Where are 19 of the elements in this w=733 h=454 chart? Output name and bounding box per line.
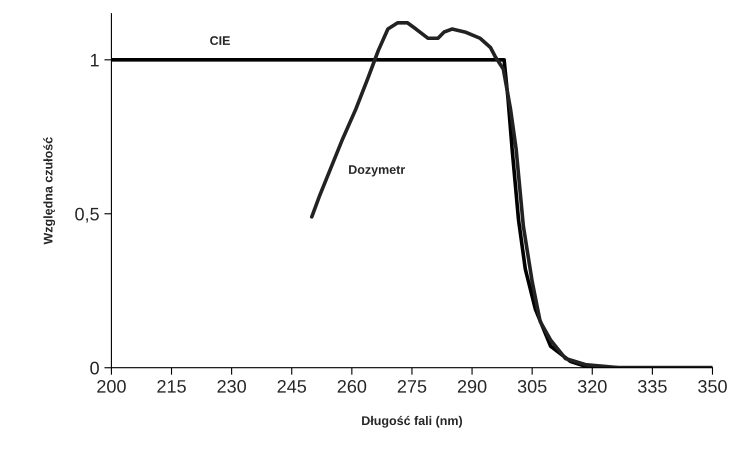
x-tick-label: 320 — [578, 380, 607, 393]
x-tick-label: 335 — [638, 380, 667, 393]
x-tick-label: 275 — [398, 380, 426, 393]
x-tick-label: 350 — [698, 380, 727, 393]
x-axis-title: Długość fali (nm) — [362, 416, 462, 428]
y-tick-label: 1 — [90, 54, 99, 66]
y-tick-label: 0 — [90, 362, 99, 374]
x-tick-label: 260 — [338, 380, 366, 393]
x-tick-label: 215 — [157, 380, 186, 393]
series-label: CIE — [210, 36, 230, 46]
x-tick-label: 200 — [97, 380, 126, 393]
x-tick-label: 230 — [217, 380, 246, 393]
line-series — [310, 21, 712, 368]
x-tick-label: 290 — [458, 380, 486, 393]
y-tick-label: 0,5 — [75, 208, 99, 223]
series-label: Dozymetr — [349, 165, 406, 176]
y-axis-title: Względna czułość — [43, 137, 56, 244]
x-tick-label: 305 — [518, 380, 546, 393]
x-tick-label: 245 — [278, 380, 306, 393]
